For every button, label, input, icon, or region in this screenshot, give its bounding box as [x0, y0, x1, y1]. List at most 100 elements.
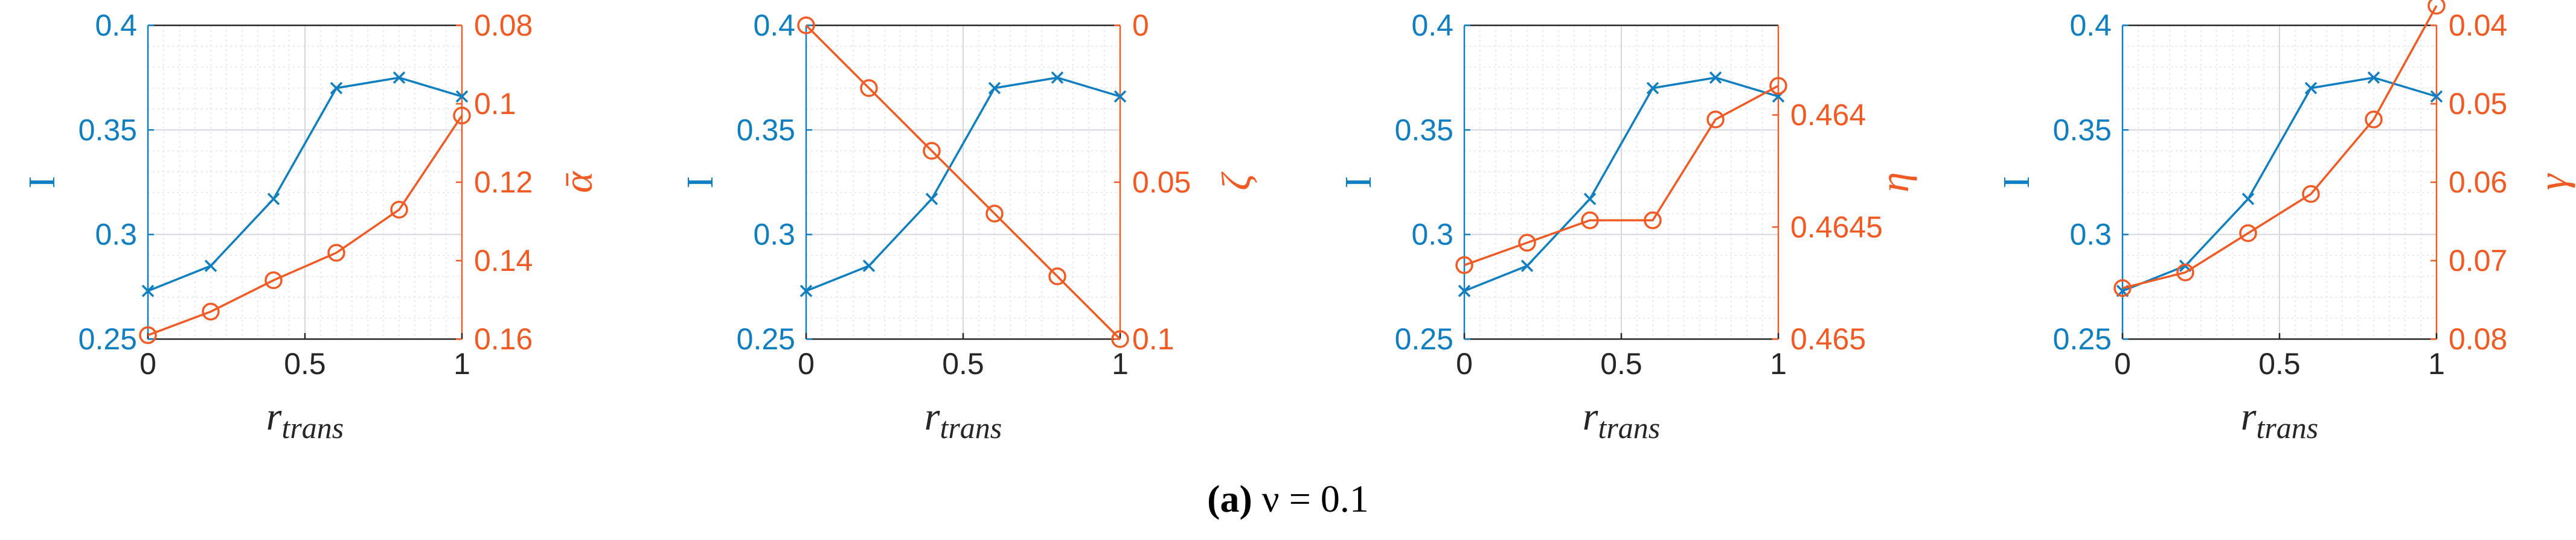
chart-panel-4: 0 0.5 1 0.25 0.3 0.35 0.4 0.04 0.05 0.06 0.07 0.08 I…	[1996, 0, 2575, 445]
x-tick-label: 0	[2114, 347, 2131, 381]
data-point-x-marker	[204, 259, 217, 272]
x-axis-label-subscript: trans	[1598, 411, 1660, 445]
left-y-axis-label: I	[1338, 176, 1379, 189]
left-y-tick-label: 0.4	[1411, 8, 1453, 42]
data-point-circle-marker	[139, 326, 157, 345]
left-y-tick-label: 0.4	[95, 8, 137, 42]
x-axis-label-subscript: trans	[281, 411, 344, 445]
data-point-circle-marker	[2427, 0, 2446, 15]
x-tick-label: 0.5	[2258, 347, 2301, 381]
data-point-circle-marker	[1581, 211, 1599, 229]
left-y-tick-label: 0.25	[737, 322, 795, 356]
data-point-x-marker	[862, 259, 876, 272]
x-tick-label: 0.5	[942, 347, 984, 381]
right-y-tick-label: 0.12	[474, 165, 533, 199]
right-y-tick-label: 0.08	[474, 8, 533, 42]
right-y-tick-label: 0.04	[2449, 8, 2507, 42]
data-point-x-marker	[2430, 90, 2443, 103]
right-y-axis-label: η	[1871, 172, 1917, 192]
chart-panel-3: 0 0.5 1 0.25 0.3 0.35 0.4 0.464 0.4645 0.465 I η rtr…	[1338, 8, 1917, 445]
figure-caption: (a) ν = 0.1	[0, 477, 2576, 521]
x-axis-label: rtrans	[1583, 395, 1661, 445]
data-point-x-marker	[1709, 71, 1722, 84]
series-line-right	[1464, 84, 1779, 267]
right-y-tick-label: 0.4645	[1790, 210, 1883, 244]
data-point-x-marker	[1520, 259, 1534, 272]
right-y-tick-label: 0.14	[474, 244, 533, 278]
x-tick-label: 1	[1770, 347, 1787, 381]
data-point-circle-marker	[1518, 233, 1536, 252]
series-line-I	[147, 76, 463, 292]
x-axis-label: rtrans	[2241, 395, 2319, 445]
left-y-tick-label: 0.25	[78, 322, 137, 356]
data-point-circle-marker	[390, 200, 408, 219]
data-point-circle-marker	[264, 271, 283, 290]
data-point-x-marker	[455, 90, 469, 103]
x-axis-label-main: r	[1583, 395, 1598, 439]
data-point-circle-marker	[985, 205, 1004, 223]
data-point-circle-marker	[1769, 77, 1787, 95]
x-tick-label: 0	[798, 347, 815, 381]
data-point-circle-marker	[860, 79, 878, 97]
data-point-circle-marker	[1706, 110, 1725, 129]
right-y-tick-label: 0.1	[1132, 322, 1174, 356]
data-point-x-marker	[925, 192, 938, 205]
data-point-x-marker	[1583, 192, 1597, 205]
data-point-x-marker	[1051, 71, 1064, 84]
data-point-circle-marker	[1455, 256, 1473, 275]
data-point-circle-marker	[453, 106, 471, 125]
right-y-tick-label: 0.464	[1790, 98, 1866, 132]
data-point-circle-marker	[2176, 263, 2194, 282]
left-y-axis-label: I	[22, 176, 63, 189]
chart-panel-2: 0 0.5 1 0.25 0.3 0.35 0.4 0 0.05 0.1 I ζ rtrans	[680, 8, 1259, 445]
right-y-tick-label: 0.465	[1790, 322, 1866, 356]
x-tick-label: 0	[1456, 347, 1473, 381]
right-y-axis-label: γ	[2530, 173, 2575, 190]
right-y-tick-label: 0.08	[2449, 322, 2507, 356]
data-point-circle-marker	[2239, 224, 2257, 243]
caption-text: ν = 0.1	[1261, 477, 1369, 520]
right-y-tick-label: 0.05	[2449, 87, 2507, 121]
series-line-I	[2122, 76, 2437, 292]
left-y-tick-label: 0.4	[753, 8, 795, 42]
series-line-right	[805, 24, 1121, 340]
x-tick-label: 1	[453, 347, 470, 381]
data-point-circle-marker	[1048, 267, 1066, 285]
data-point-x-marker	[988, 81, 1001, 95]
x-tick-label: 1	[1112, 347, 1129, 381]
x-axis-label: rtrans	[924, 395, 1002, 445]
data-point-circle-marker	[202, 302, 220, 321]
x-tick-label: 0.5	[284, 347, 326, 381]
x-axis-label-main: r	[266, 395, 282, 439]
left-y-tick-label: 0.35	[1395, 113, 1453, 147]
data-point-circle-marker	[2113, 279, 2132, 297]
x-axis-label: rtrans	[266, 395, 344, 445]
data-point-circle-marker	[327, 244, 345, 262]
left-y-tick-label: 0.4	[2069, 8, 2112, 42]
data-point-x-marker	[392, 71, 406, 84]
data-point-x-marker	[2367, 71, 2380, 84]
data-point-circle-marker	[923, 142, 941, 160]
data-point-circle-marker	[797, 16, 815, 34]
data-point-circle-marker	[2302, 185, 2320, 203]
left-y-tick-label: 0.3	[753, 218, 795, 252]
x-axis-label-main: r	[924, 395, 940, 439]
right-y-tick-label: 0.1	[474, 87, 516, 121]
series-line-I	[1464, 76, 1779, 292]
data-point-x-marker	[267, 192, 280, 205]
data-point-x-marker	[330, 81, 343, 95]
chart-panel-1: 0 0.5 1 0.25 0.3 0.35 0.4 0.08 0.1 0.12 0.14 0.16 I ᾱ…	[22, 8, 601, 445]
x-axis-label-subscript: trans	[940, 411, 1002, 445]
left-y-tick-label: 0.25	[2053, 322, 2112, 356]
data-point-x-marker	[1646, 81, 1659, 95]
data-point-x-marker	[799, 285, 813, 297]
data-point-x-marker	[2241, 192, 2255, 205]
caption-label: (a)	[1207, 477, 1252, 520]
left-y-axis-label: I	[680, 176, 721, 189]
data-point-x-marker	[1458, 285, 1471, 297]
data-point-x-marker	[141, 285, 155, 297]
x-tick-label: 0.5	[1600, 347, 1642, 381]
x-tick-label: 0	[139, 347, 156, 381]
right-y-tick-label: 0.06	[2449, 165, 2507, 199]
